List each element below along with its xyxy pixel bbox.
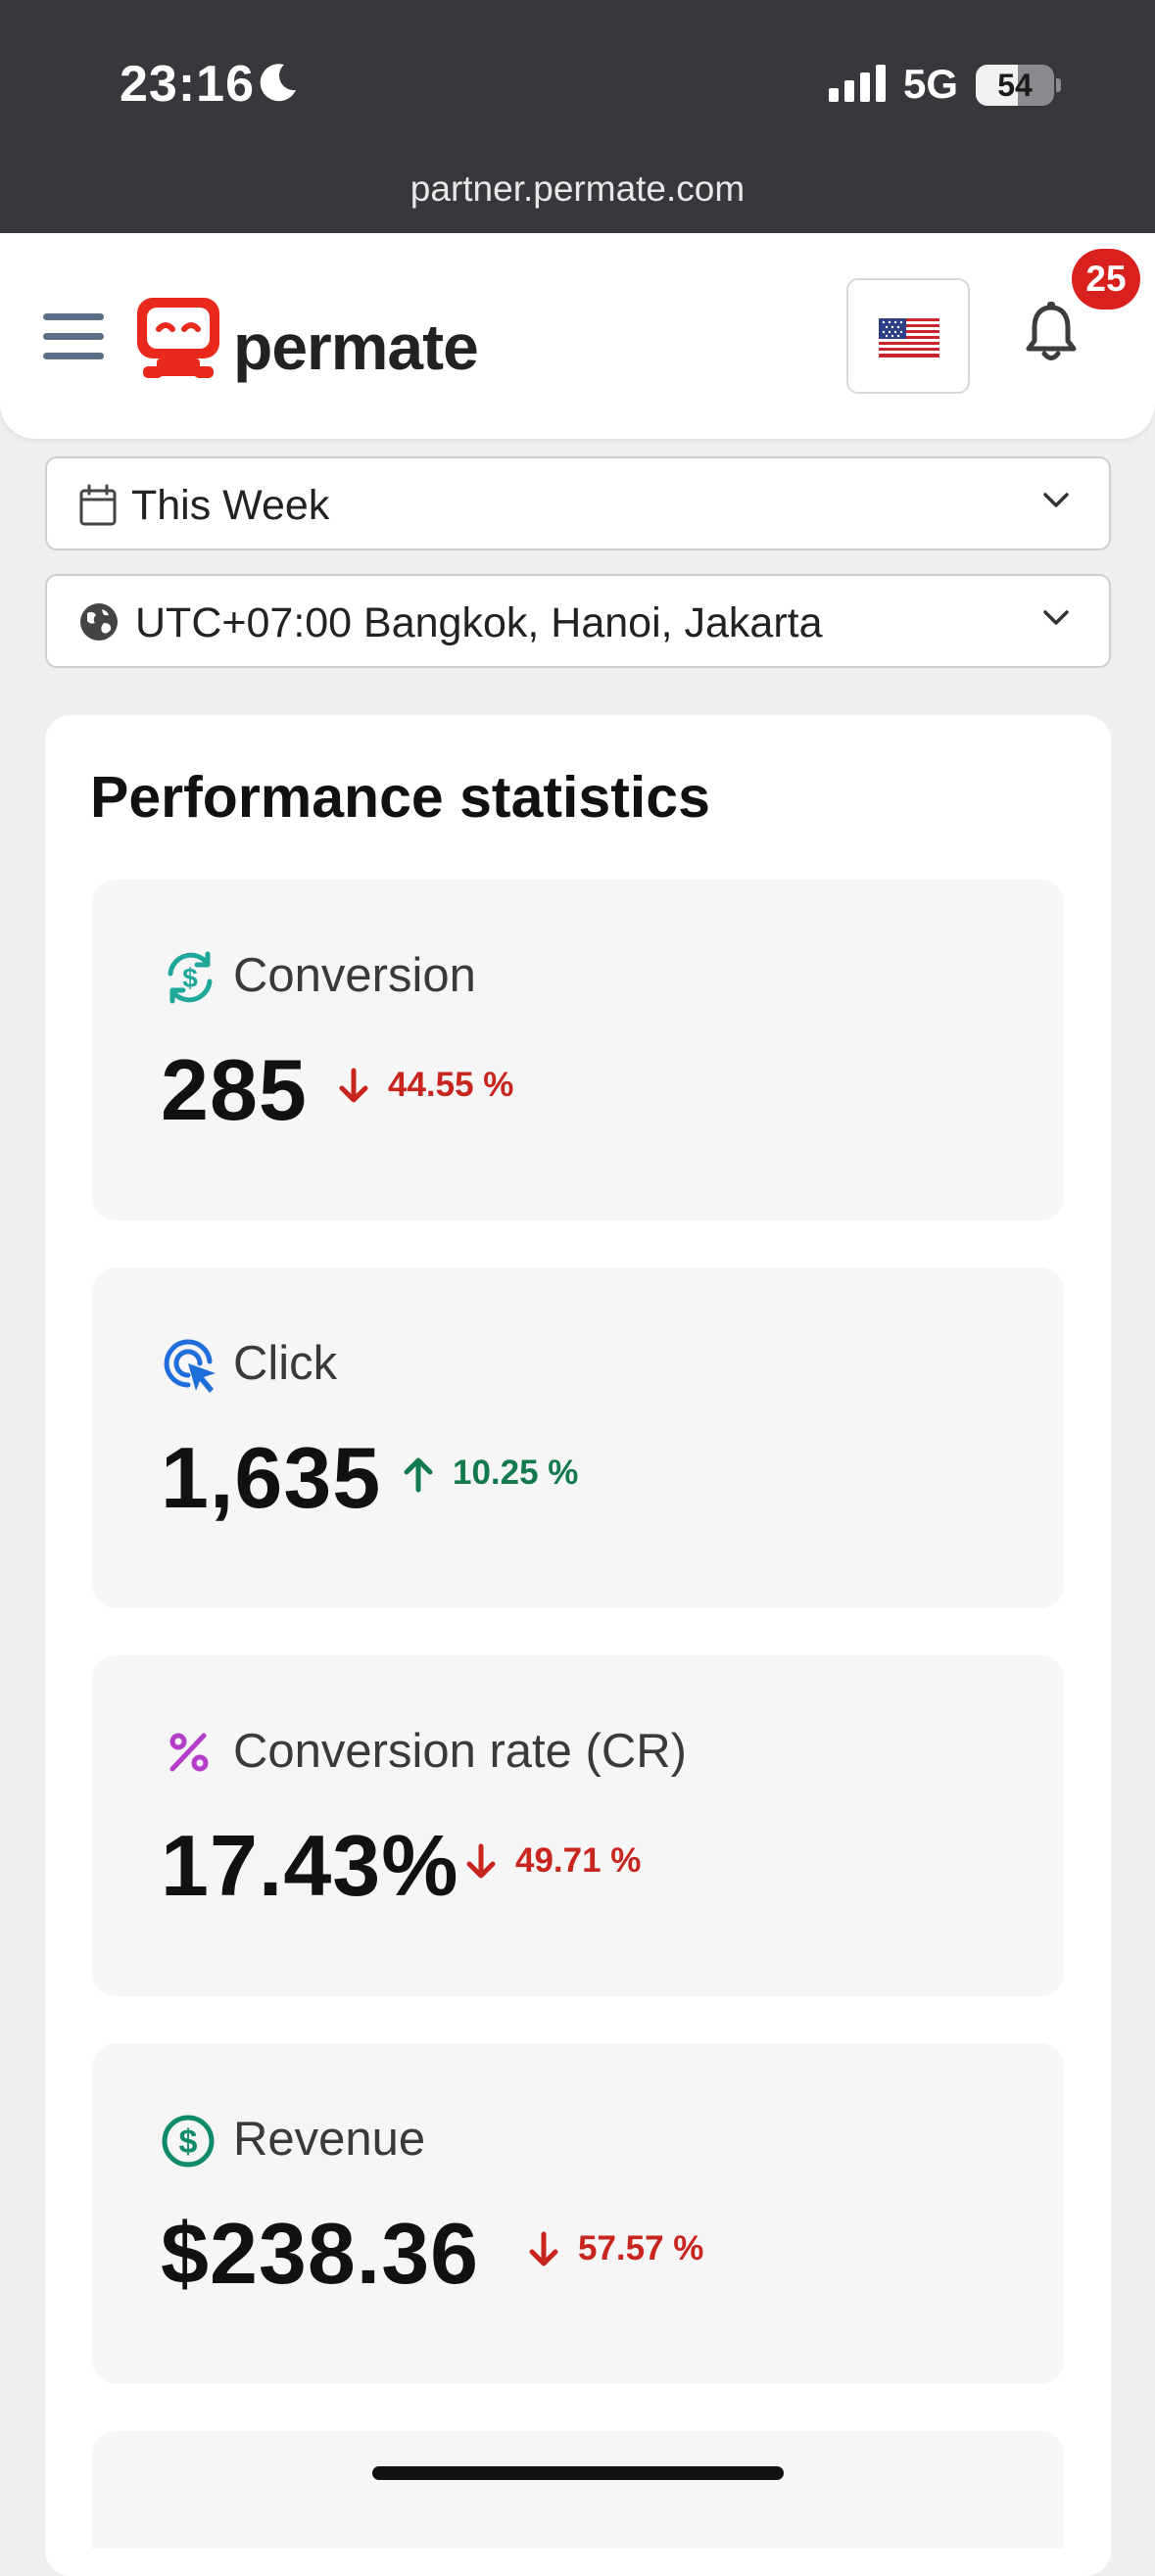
timezone-value: UTC+07:00 Bangkok, Hanoi, Jakarta: [135, 599, 823, 646]
timezone-select[interactable]: UTC+07:00 Bangkok, Hanoi, Jakarta: [45, 574, 1111, 668]
battery-tip: [1056, 78, 1061, 92]
stat-label: Conversion rate (CR): [233, 1725, 687, 1778]
permate-logo-icon[interactable]: [129, 288, 227, 391]
us-flag-icon: [879, 318, 939, 358]
click-icon: [161, 1336, 219, 1400]
arrow-down-icon: [529, 2231, 558, 2266]
moon-icon: [257, 61, 300, 109]
stat-delta-value: 49.71 %: [515, 1841, 642, 1880]
stat-delta-value: 57.57 %: [578, 2229, 704, 2267]
dollar-icon: $: [161, 2112, 219, 2175]
battery-icon: 54: [976, 65, 1054, 106]
svg-text:$: $: [182, 963, 198, 993]
language-button[interactable]: [846, 278, 970, 394]
stat-next-card: [92, 2431, 1064, 2549]
notification-badge: 25: [1072, 249, 1140, 310]
section-title: Performance statistics: [90, 765, 710, 830]
home-indicator: [372, 2466, 784, 2480]
date-range-select[interactable]: This Week: [45, 456, 1111, 550]
svg-text:$: $: [179, 2123, 198, 2161]
chevron-down-icon: [1042, 609, 1070, 632]
stat-value: 1,635: [161, 1429, 382, 1526]
calendar-icon: [78, 484, 118, 532]
stat-label: Conversion: [233, 949, 476, 1002]
stat-conversion-rate[interactable]: Conversion rate (CR) 17.43% 49.71 %: [92, 1655, 1064, 1996]
date-range-value: This Week: [131, 482, 330, 529]
stat-delta-value: 44.55 %: [388, 1066, 514, 1104]
stat-click[interactable]: Click 1,635 10.25 %: [92, 1267, 1064, 1608]
browser-url[interactable]: partner.permate.com: [409, 168, 746, 209]
network-type: 5G: [903, 61, 959, 107]
chevron-down-icon: [1042, 492, 1070, 514]
globe-icon: [78, 601, 120, 647]
conversion-icon: $: [161, 948, 219, 1012]
arrow-down-icon: [339, 1068, 368, 1103]
stat-value: 285: [161, 1041, 308, 1138]
stat-label: Click: [233, 1337, 338, 1390]
signal-icon: [829, 65, 888, 107]
stat-revenue[interactable]: $ Revenue $238.36 57.57 %: [92, 2043, 1064, 2384]
stat-value: $238.36: [161, 2205, 480, 2302]
status-bar: 23:16 5G 54 partner.permate.com: [0, 0, 1155, 233]
app-header: permate: [0, 233, 1155, 439]
arrow-up-icon: [404, 1457, 433, 1493]
status-time: 23:16: [120, 56, 255, 113]
arrow-down-icon: [466, 1843, 496, 1879]
stat-delta-value: 10.25 %: [453, 1454, 579, 1492]
stat-value: 17.43%: [161, 1817, 459, 1914]
stat-label: Revenue: [233, 2113, 426, 2166]
percent-icon: [161, 1724, 219, 1788]
stat-conversion[interactable]: $ Conversion 285 44.55 %: [92, 880, 1064, 1220]
battery-level: 54: [997, 68, 1033, 103]
notification-bell-icon[interactable]: [1025, 302, 1078, 367]
logo-text: permate: [233, 310, 479, 383]
menu-icon[interactable]: [43, 313, 104, 360]
